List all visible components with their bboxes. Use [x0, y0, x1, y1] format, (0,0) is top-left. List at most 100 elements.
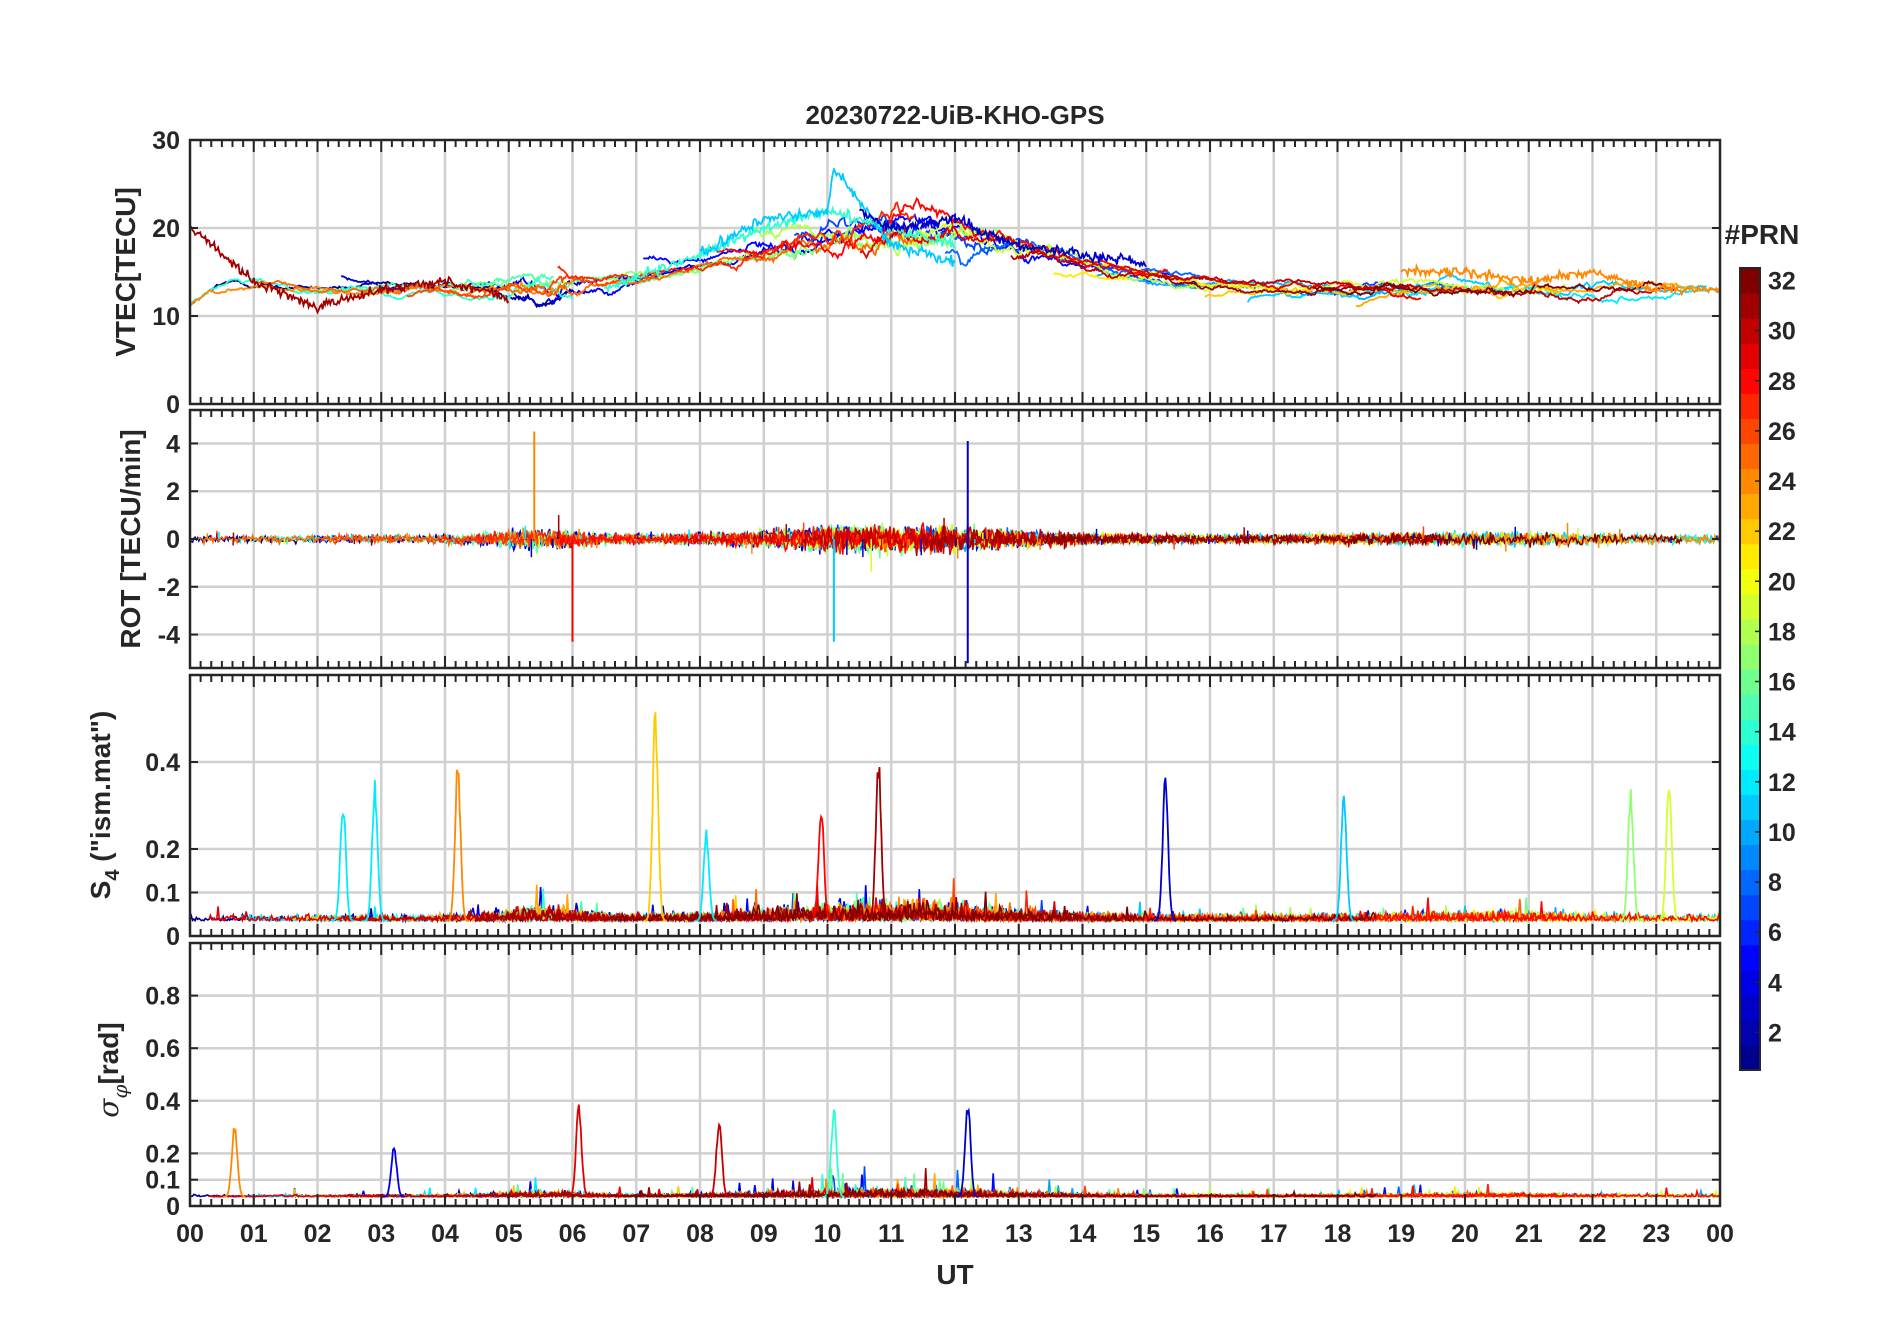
- colorbar-tick-label: 12: [1768, 769, 1796, 797]
- colorbar-tick-label: 24: [1768, 468, 1796, 496]
- panel-rot: -4 -2 0 2 4 ROT [TECU/min]: [115, 408, 1722, 670]
- s4-peak-prn-12: [331, 812, 354, 922]
- x-tick-label: 19: [1387, 1220, 1415, 1248]
- colorbar-segment: [1740, 468, 1760, 495]
- rot-y-tick-label: 4: [166, 430, 180, 458]
- sigphi-y-tick-label: 0.2: [145, 1140, 180, 1168]
- s4-peak-prn-28: [809, 813, 832, 922]
- colorbar-segment: [1740, 719, 1760, 745]
- colorbar-segment: [1740, 794, 1760, 820]
- colorbar-tick-label: 10: [1768, 819, 1796, 847]
- colorbar-box: [1739, 267, 1761, 1071]
- sigphi-ylabel: σφ[rad]: [92, 1022, 132, 1117]
- sigphi-y-tick-label: 0.4: [145, 1088, 180, 1116]
- colorbar-segment: [1740, 769, 1760, 795]
- s4-ylabel-main: S: [85, 881, 116, 900]
- vtec-y-tick-label: 0: [166, 391, 180, 419]
- s4-peak-prn-3: [1153, 777, 1177, 922]
- sigphi-y-tick-label: 0.6: [145, 1035, 180, 1063]
- sigphi-peak-prn-30: [707, 1121, 730, 1198]
- colorbar-segment: [1740, 869, 1760, 896]
- colorbar-segment: [1740, 393, 1760, 419]
- rot-y-tick-label: 2: [166, 478, 180, 506]
- colorbar-tick-label: 18: [1768, 618, 1796, 646]
- sigphi-ylabel-sub: φ: [108, 1085, 132, 1099]
- rot-y-tick-label: -2: [158, 574, 180, 602]
- sigphi-peak-prn-24: [223, 1127, 246, 1198]
- vtec-y-tick-label: 20: [152, 215, 180, 243]
- colorbar-segment: [1740, 618, 1760, 645]
- x-tick-label: 22: [1579, 1220, 1607, 1248]
- colorbar-segment: [1740, 1044, 1760, 1071]
- s4-peak-prn-12: [694, 829, 717, 922]
- vtec-highlight-prn-24: [1400, 262, 1720, 297]
- x-tick-label: 18: [1324, 1220, 1352, 1248]
- s4-y-tick-label: 0.2: [145, 836, 180, 864]
- panel-sigphi: 00.10.2 0.4 0.6 0.8 σφ[rad]: [92, 941, 1722, 1221]
- vtec-highlight-prn-3: [858, 208, 1147, 269]
- x-tick-label: 00: [1706, 1220, 1734, 1248]
- colorbar-segment: [1740, 443, 1760, 470]
- x-tick-label: 06: [559, 1220, 587, 1248]
- vtec-ylabel: VTEC[TECU]: [110, 187, 141, 357]
- colorbar-segment: [1740, 493, 1760, 520]
- rot-y-tick-label: -4: [158, 622, 180, 650]
- colorbar-segment: [1740, 593, 1760, 620]
- colorbar-segment: [1740, 844, 1760, 871]
- colorbar-segment: [1740, 543, 1760, 570]
- colorbar-tick-label: 4: [1768, 969, 1782, 997]
- colorbar-tick-label: 6: [1768, 919, 1782, 947]
- vtec-series-prn-27: [557, 201, 916, 282]
- s4-peak-prn-11: [1332, 795, 1355, 922]
- s4-y-tick-label: 0.1: [145, 880, 180, 908]
- s4-ylabel-sub: 4: [102, 869, 124, 881]
- rot-ylabel: ROT [TECU/min]: [115, 429, 146, 648]
- x-tick-label: 05: [495, 1220, 523, 1248]
- x-tick-label: 20: [1451, 1220, 1479, 1248]
- s4-ylabel-rest: ("ism.mat"): [85, 711, 116, 870]
- vtec-axes-box: [188, 138, 1722, 406]
- sigphi-peak-prn-3: [956, 1107, 979, 1198]
- colorbar-segment: [1740, 819, 1760, 846]
- colorbar-segment: [1740, 1019, 1760, 1046]
- colorbar-segment: [1740, 343, 1760, 369]
- vtec-y-tick-label: 30: [152, 127, 180, 155]
- x-tick-label: 08: [686, 1220, 714, 1248]
- colorbar-tick-label: 2: [1768, 1019, 1782, 1047]
- colorbar-segments: [1740, 268, 1760, 1071]
- s4-y-tick-label: 0.4: [145, 749, 180, 777]
- colorbar-tick-label: 28: [1768, 368, 1796, 396]
- colorbar-segment: [1740, 293, 1760, 319]
- vtec-y-tick-labels: 0 10 20 30: [152, 127, 180, 419]
- s4-y-tick-label: 0: [166, 923, 180, 951]
- x-tick-label: 15: [1132, 1220, 1160, 1248]
- colorbar-segment: [1740, 944, 1760, 971]
- s4-peak-prn-24: [446, 769, 470, 922]
- colorbar-segment: [1740, 969, 1760, 996]
- x-tick-label: 12: [941, 1220, 969, 1248]
- vtec-series-prn-25: [255, 226, 920, 298]
- x-tick-label: 13: [1005, 1220, 1033, 1248]
- vtec-y-tick-label: 10: [152, 303, 180, 331]
- x-tick-label: 16: [1196, 1220, 1224, 1248]
- colorbar-segment: [1740, 368, 1760, 394]
- vtec-series-prn-11: [1246, 271, 1707, 303]
- colorbar-segment: [1740, 744, 1760, 770]
- x-tick-label: 14: [1069, 1220, 1097, 1248]
- vtec-series-prn-32: [1312, 280, 1671, 299]
- colorbar-segment: [1740, 643, 1760, 670]
- s4-peak-prn-17: [1619, 789, 1642, 922]
- x-tick-label: 03: [367, 1220, 395, 1248]
- sigphi-y-tick-label: 0.1: [145, 1167, 180, 1195]
- rot-axes-box: [188, 408, 1722, 670]
- colorbar-segment: [1740, 268, 1760, 294]
- vtec-highlight-prn-11: [699, 168, 956, 267]
- s4-ylabel: S4 ("ism.mat"): [85, 711, 124, 900]
- s4-series-prn-32: [610, 891, 1377, 924]
- rot-y-tick-labels: -4 -2 0 2 4: [158, 430, 180, 649]
- colorbar-segment: [1740, 694, 1760, 720]
- colorbar-tick-label: 22: [1768, 518, 1796, 546]
- x-tick-label: 09: [750, 1220, 778, 1248]
